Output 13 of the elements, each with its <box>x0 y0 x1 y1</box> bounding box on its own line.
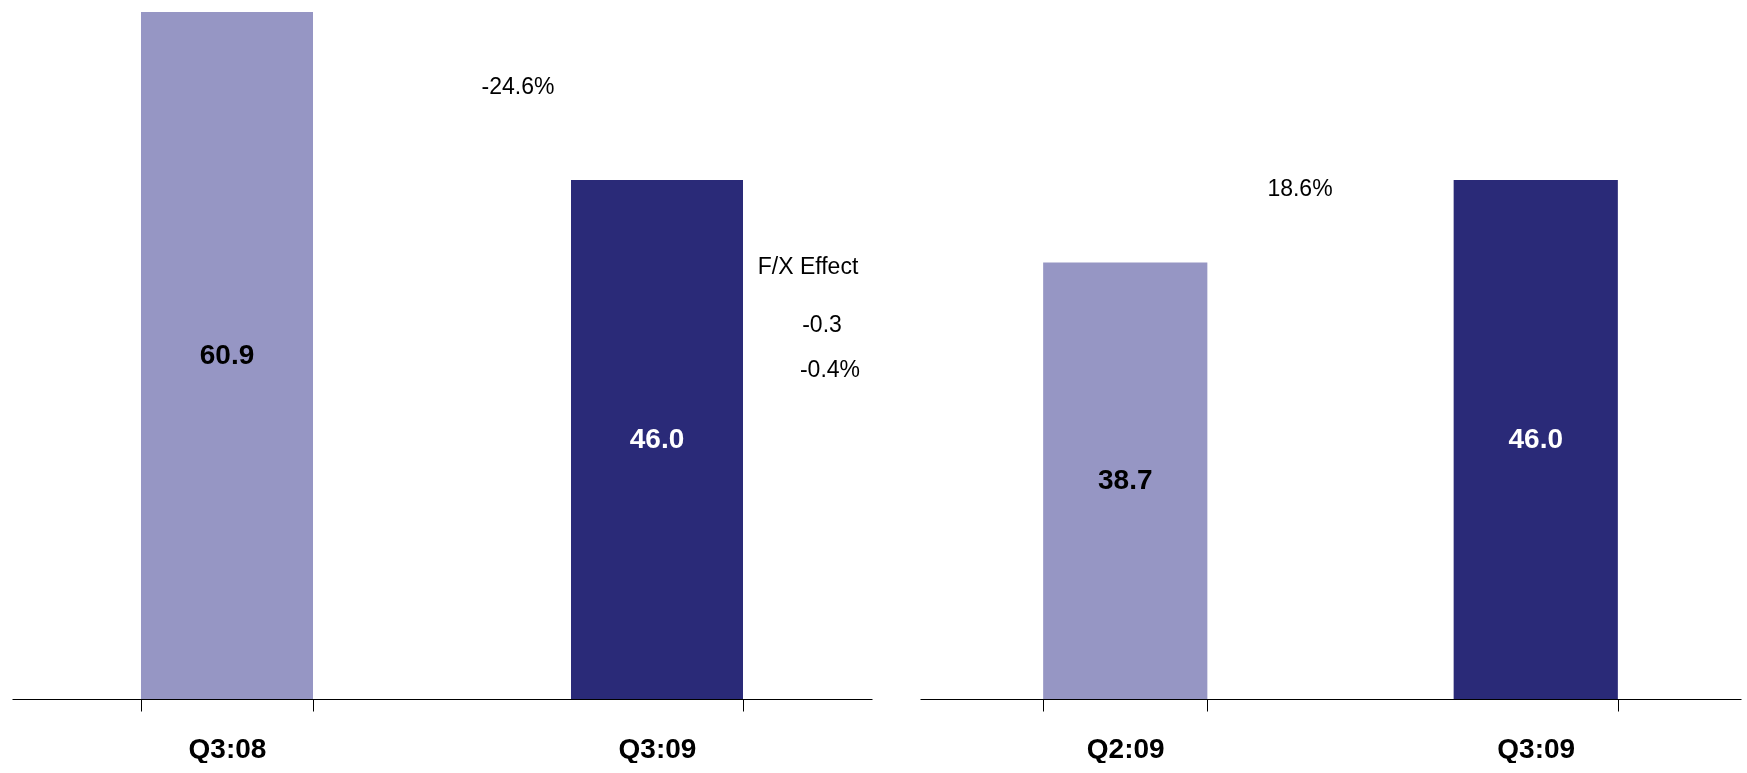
x-tick-label: Q3:09 <box>618 732 697 764</box>
annotation: -0.4% <box>799 356 861 382</box>
data-label: 60.9 <box>199 338 255 370</box>
x-tick-label: Q3:09 <box>1497 732 1576 764</box>
data-label: 46.0 <box>629 422 685 454</box>
annotation: -0.3 <box>802 311 842 337</box>
x-tick-label: Q2:09 <box>1086 732 1165 764</box>
data-label: 46.0 <box>1508 422 1563 454</box>
annotation: 18.6% <box>1267 175 1333 201</box>
annotation: F/X Effect <box>757 253 859 279</box>
x-tick-label: Q3:08 <box>188 732 267 764</box>
data-label: 38.7 <box>1098 463 1153 495</box>
annotation: -24.6% <box>481 73 555 99</box>
